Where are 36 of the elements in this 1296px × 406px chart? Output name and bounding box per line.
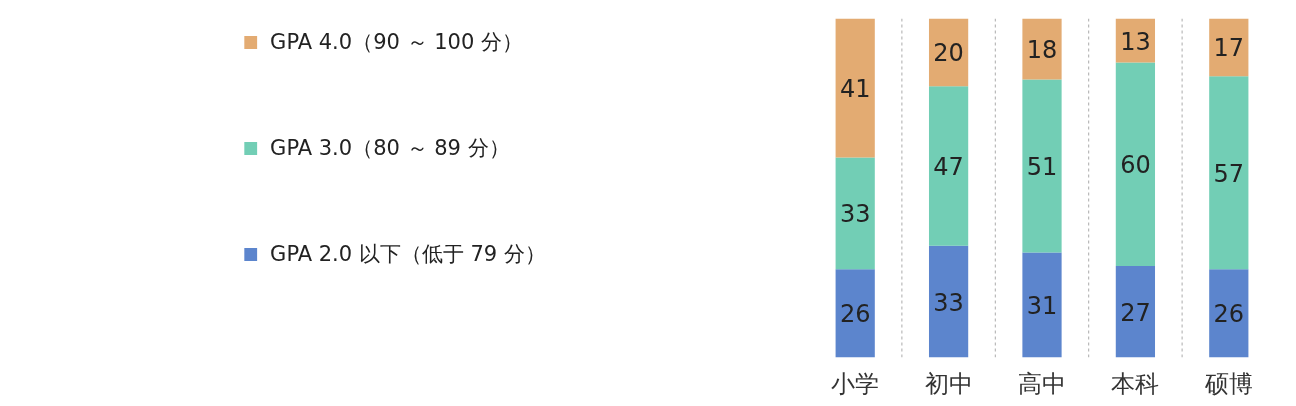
x-tick-label: 本科 [1111, 369, 1160, 398]
bar [1209, 76, 1249, 270]
data-label: 57 [1213, 159, 1245, 188]
data-label: 27 [1120, 298, 1151, 327]
data-label: 17 [1213, 34, 1245, 63]
bar [1115, 265, 1156, 358]
data-label: 26 [1213, 300, 1245, 329]
data-label: 26 [839, 300, 871, 329]
data-label: 33 [933, 288, 964, 317]
data-label: 31 [1026, 291, 1058, 320]
x-tick-label: 初中 [924, 369, 973, 398]
data-label: 33 [839, 200, 871, 229]
bar [1209, 18, 1249, 77]
x-tick-label: 小学 [831, 369, 880, 398]
bar [1022, 252, 1062, 358]
bar [1115, 62, 1156, 266]
data-label: 60 [1120, 151, 1151, 180]
data-label: 20 [933, 39, 964, 68]
data-label: 13 [1120, 27, 1151, 56]
bar [835, 18, 875, 158]
data-label: 41 [839, 75, 871, 103]
bar [928, 245, 969, 358]
legend-label: GPA 4.0（90 ～ 100 分） [270, 29, 523, 56]
bar [835, 269, 875, 358]
data-label: 51 [1026, 152, 1058, 181]
bar [1022, 18, 1062, 80]
legend-label: GPA 2.0 以下（低于 79 分） [270, 241, 546, 268]
bar [1209, 269, 1249, 358]
x-tick-label: 高中 [1018, 369, 1066, 398]
bar [1022, 79, 1062, 253]
legend-label: GPA 3.0（80 ～ 89 分） [270, 135, 510, 162]
data-label: 18 [1026, 36, 1058, 65]
bar [835, 157, 875, 270]
data-label: 47 [933, 152, 964, 181]
x-tick-label: 硕博 [1203, 369, 1253, 398]
bar [928, 86, 969, 246]
